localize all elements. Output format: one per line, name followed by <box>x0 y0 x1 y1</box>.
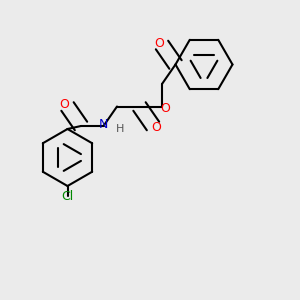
Text: Cl: Cl <box>61 190 74 203</box>
Text: O: O <box>160 101 170 115</box>
Text: H: H <box>116 124 124 134</box>
Text: N: N <box>99 118 108 131</box>
Text: O: O <box>60 98 69 112</box>
Text: O: O <box>151 121 161 134</box>
Text: O: O <box>154 37 164 50</box>
